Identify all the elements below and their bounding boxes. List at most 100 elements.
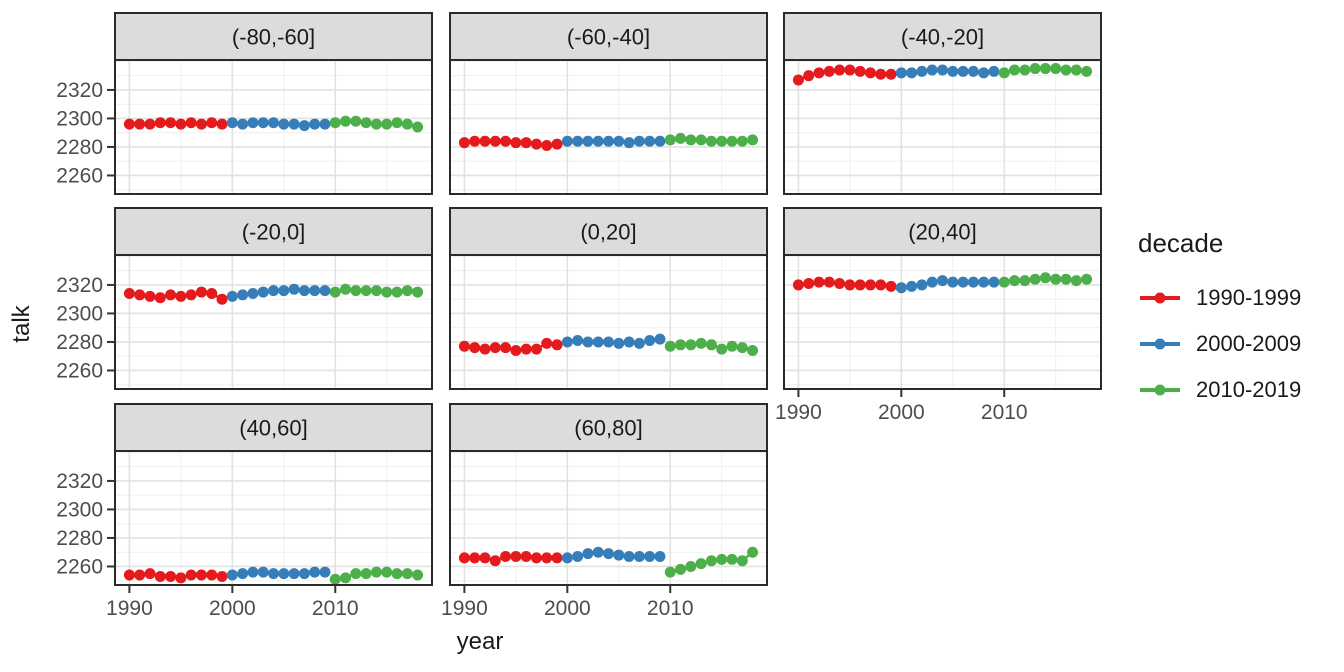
data-point: [1060, 64, 1072, 76]
data-point: [1081, 273, 1093, 285]
data-point: [957, 276, 969, 288]
data-point: [412, 121, 424, 133]
data-point: [726, 135, 738, 147]
data-point: [381, 566, 393, 578]
data-point: [654, 550, 666, 562]
legend-key-line-point-icon: [1140, 292, 1180, 304]
data-point: [947, 65, 959, 77]
data-point: [561, 336, 573, 348]
data-point: [823, 276, 835, 288]
data-point: [1019, 275, 1031, 287]
data-point: [726, 553, 738, 565]
data-point: [479, 343, 491, 355]
data-point: [716, 553, 728, 565]
data-point: [520, 343, 532, 355]
data-point: [572, 335, 584, 347]
data-point: [695, 134, 707, 146]
data-point: [360, 568, 372, 580]
data-point: [747, 134, 759, 146]
data-point: [123, 118, 135, 130]
data-point: [895, 67, 907, 79]
data-point: [736, 342, 748, 354]
y-axis-tick-label: 2280: [56, 527, 103, 550]
data-point: [288, 118, 300, 130]
data-point: [247, 287, 259, 299]
data-point: [175, 290, 187, 302]
data-point: [695, 337, 707, 349]
data-point: [644, 135, 656, 147]
data-point: [309, 285, 321, 297]
data-point: [623, 336, 635, 348]
strip-label: (40,60]: [239, 416, 308, 441]
data-point: [895, 282, 907, 294]
data-point: [1039, 272, 1051, 284]
panel-background: [450, 255, 767, 389]
data-point: [854, 65, 866, 77]
data-point: [469, 552, 481, 564]
data-point: [530, 552, 542, 564]
data-point: [237, 289, 249, 301]
data-point: [350, 285, 362, 297]
data-point: [937, 275, 948, 287]
strip-label: (20,40]: [908, 220, 977, 245]
data-point: [165, 570, 177, 582]
data-point: [947, 276, 959, 288]
data-point: [500, 342, 512, 354]
panel-background: [450, 60, 767, 194]
legend-item-label: 2000-2009: [1196, 331, 1302, 356]
x-axis-tick-label: 1990: [775, 401, 822, 424]
data-point: [916, 65, 928, 77]
data-point: [360, 285, 372, 297]
data-point: [319, 118, 331, 130]
legend-item-label: 1990-1999: [1196, 285, 1302, 310]
data-point: [592, 546, 604, 558]
legend-item-2000-2009: 2000-2009: [1138, 321, 1301, 367]
data-point: [489, 342, 501, 354]
data-point: [216, 118, 228, 130]
data-point: [329, 573, 341, 585]
facet-strip: [783, 207, 1102, 256]
data-point: [123, 287, 135, 299]
data-point: [613, 549, 625, 561]
facet-strip: [449, 12, 768, 61]
data-point: [370, 566, 382, 578]
data-point: [288, 568, 300, 580]
data-point: [319, 285, 331, 297]
x-axis-tick-label: 1990: [441, 597, 488, 620]
data-point: [401, 285, 413, 297]
data-point: [1070, 64, 1082, 76]
data-point: [592, 135, 604, 147]
data-point: [165, 289, 177, 301]
data-point: [633, 550, 645, 562]
data-point: [551, 552, 563, 564]
data-point: [257, 286, 269, 298]
data-point: [520, 550, 532, 562]
data-point: [165, 117, 177, 129]
data-point: [530, 343, 542, 355]
x-axis-title: year: [456, 628, 504, 655]
legend-title: decade: [1138, 228, 1224, 258]
data-point: [685, 339, 697, 351]
data-point: [350, 115, 362, 127]
data-point: [268, 568, 279, 580]
data-point: [216, 570, 228, 582]
data-point: [633, 337, 645, 349]
data-point: [906, 67, 918, 79]
data-point: [489, 135, 501, 147]
data-point: [998, 276, 1010, 288]
data-point: [520, 137, 532, 149]
facet-(-40,-20]: (-40,-20]: [783, 12, 1102, 195]
data-point: [381, 118, 393, 130]
data-point: [654, 333, 666, 345]
data-point: [412, 286, 424, 298]
data-point: [998, 67, 1010, 79]
data-point: [834, 278, 846, 290]
data-point: [854, 279, 866, 291]
data-point: [458, 552, 470, 564]
data-point: [803, 70, 815, 82]
facet-strip: [114, 207, 433, 256]
data-point: [134, 118, 146, 130]
data-point: [391, 117, 403, 129]
data-point: [623, 550, 635, 562]
